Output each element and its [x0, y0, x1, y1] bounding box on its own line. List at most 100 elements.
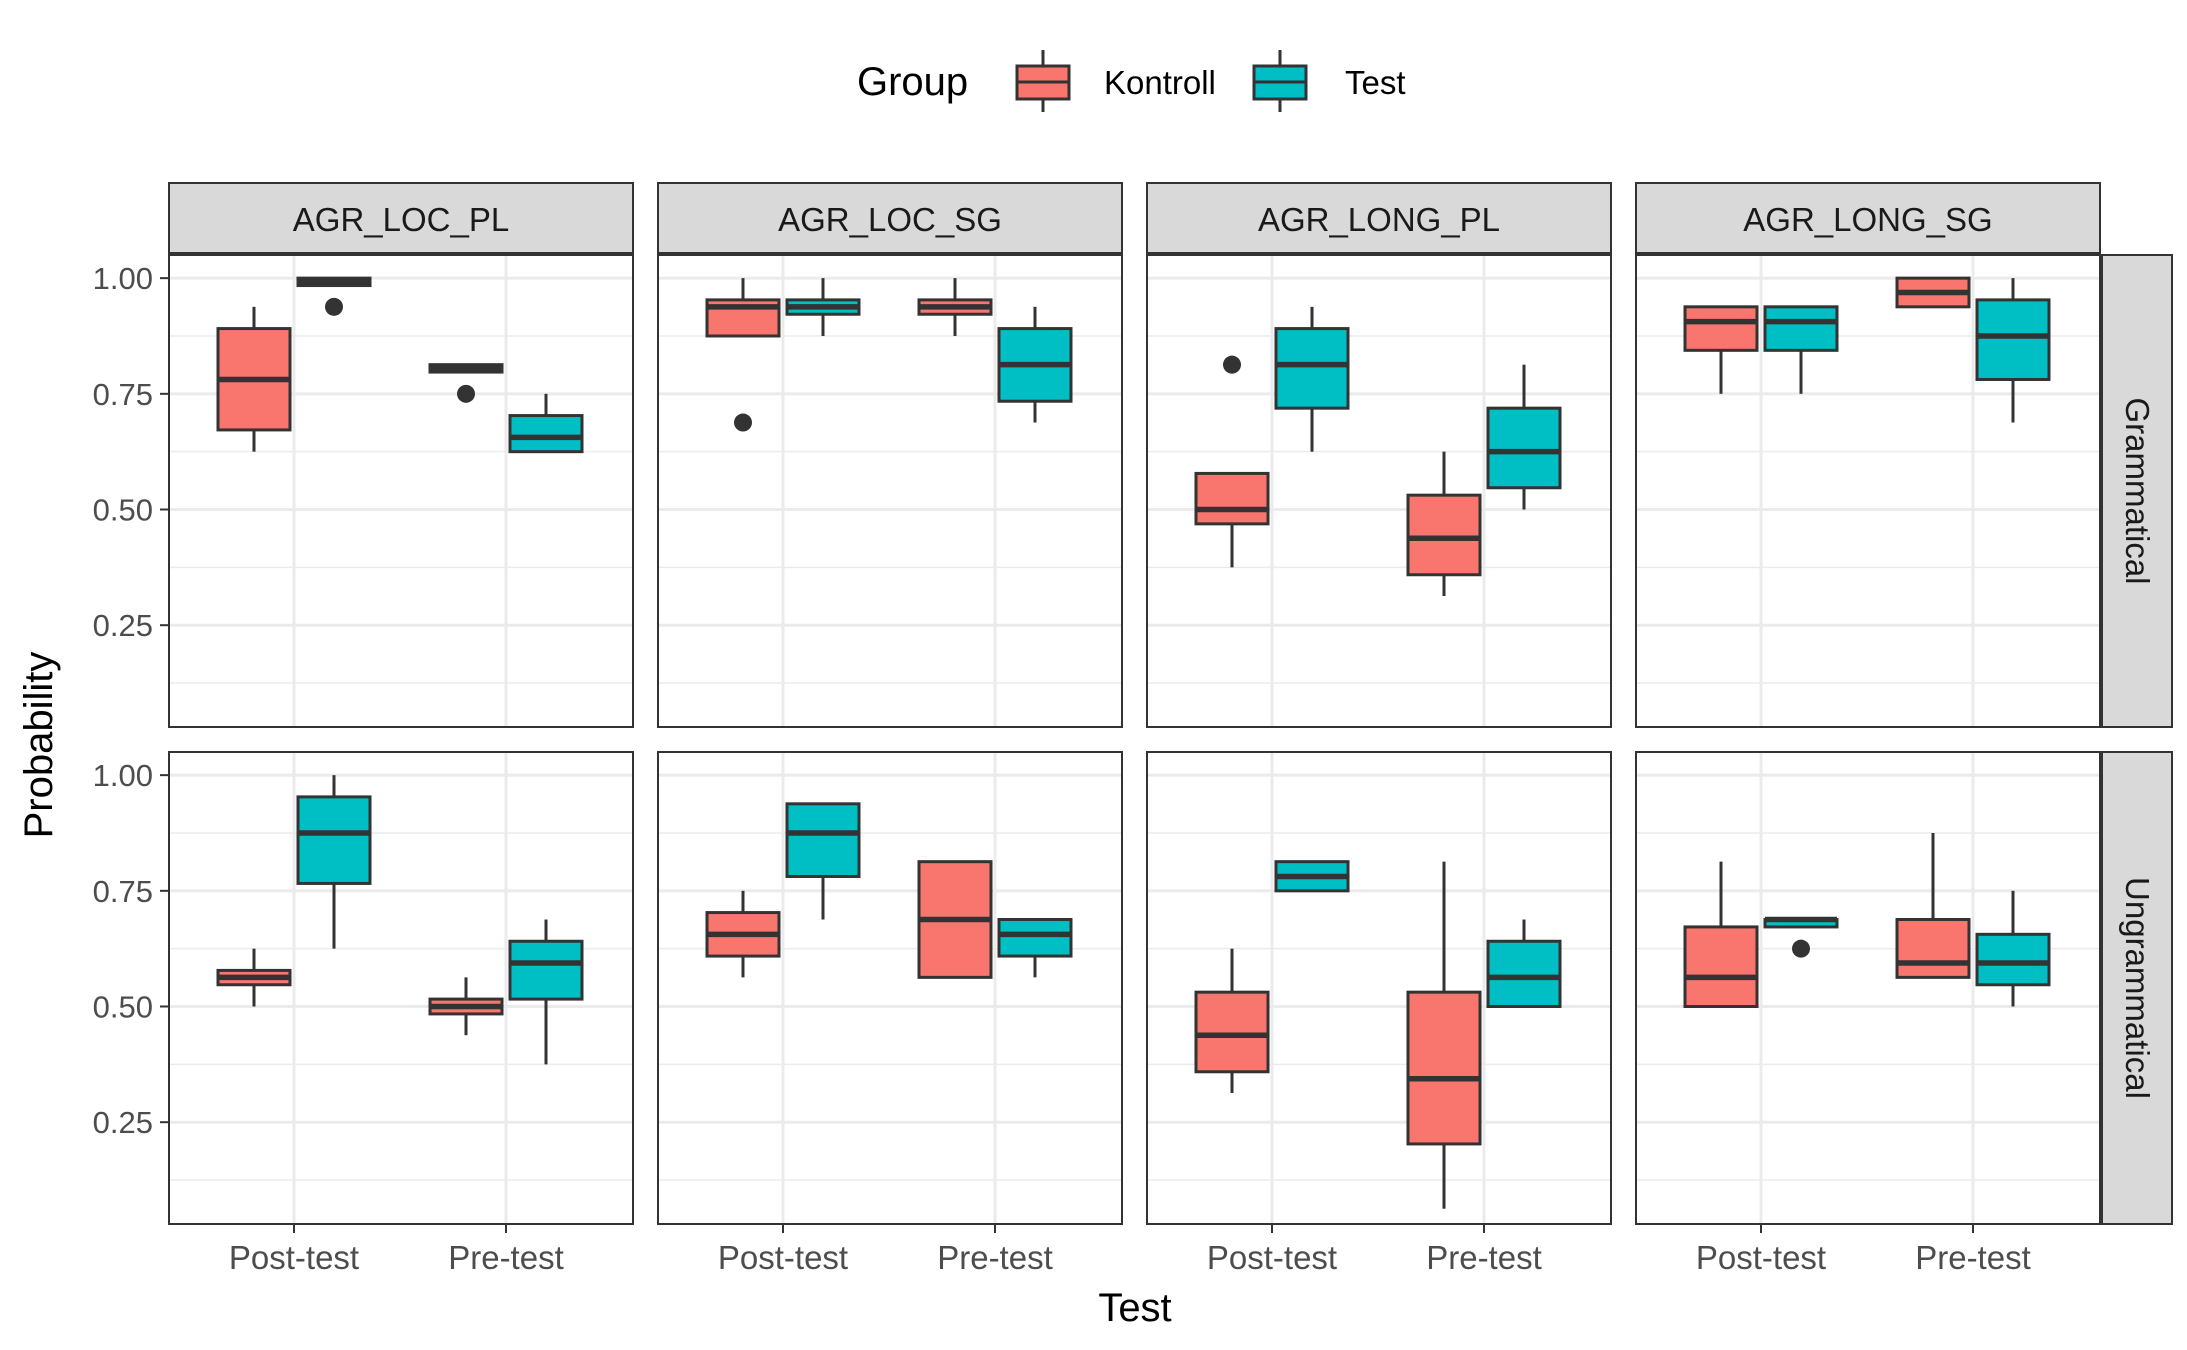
box-iqr	[1274, 327, 1350, 410]
box-iqr	[1975, 932, 2051, 987]
strip-label: AGR_LONG_PL	[1258, 201, 1500, 238]
box-iqr	[508, 414, 584, 454]
legend-label: Test	[1345, 64, 1406, 101]
strip-label: AGR_LONG_SG	[1743, 201, 1992, 238]
box-iqr	[1763, 305, 1839, 352]
x-axes: Post-test Pre-test Post-test Pre-test Post-t…	[229, 1224, 2031, 1276]
panel-agr_loc_sg-grammatical	[657, 254, 1123, 728]
box-iqr	[1975, 298, 2051, 381]
y-tick-label: 1.00	[93, 261, 153, 296]
outlier-point	[734, 413, 752, 432]
y-tick-label: 0.75	[93, 377, 153, 412]
box-post-test-kontroll	[1683, 861, 1759, 1009]
panel-border	[168, 751, 634, 1225]
box-pre-test-kontroll	[428, 363, 504, 403]
box-pre-test-kontroll	[1406, 861, 1482, 1209]
panel-border	[1635, 254, 2101, 728]
x-axis-agr_loc_pl: Post-test Pre-test	[229, 1224, 564, 1276]
x-tick-label: Post-test	[718, 1239, 848, 1276]
box-post-test-test	[785, 278, 861, 336]
y-axis-grammatical: 0.25 0.50 0.75 1.00	[93, 261, 169, 643]
box-post-test-test	[1763, 305, 1839, 394]
strip-agr_long_pl: AGR_LONG_PL	[1146, 182, 1612, 254]
box-pre-test-kontroll	[1895, 832, 1971, 979]
strip-label: AGR_LOC_SG	[778, 201, 1002, 238]
panel-border	[657, 751, 1123, 1225]
strip-background	[1635, 182, 2101, 254]
outlier-point	[325, 297, 343, 316]
panel-border	[1146, 751, 1612, 1225]
box-iqr	[1486, 939, 1562, 1009]
box-iqr	[296, 795, 372, 885]
outlier-point	[457, 384, 475, 403]
box-pre-test-test	[508, 919, 584, 1065]
y-tick-label: 1.00	[93, 758, 153, 793]
box-iqr	[997, 918, 1073, 958]
strip-background	[2101, 751, 2173, 1225]
panels	[168, 254, 2101, 1225]
box-iqr	[1194, 471, 1270, 526]
panel-agr_long_pl-ungrammatical	[1146, 751, 1612, 1225]
box-iqr	[508, 939, 584, 1001]
legend-entry-test: Test	[1252, 50, 1406, 112]
box-pre-test-test	[997, 306, 1073, 423]
box-pre-test-test	[508, 393, 584, 454]
y-axes: 0.25 0.50 0.75 1.00 0.25 0.50 0.75 1.00	[93, 261, 169, 1140]
strip-grammatical: Grammatical	[2101, 254, 2173, 728]
x-tick-label: Post-test	[229, 1239, 359, 1276]
outlier-point	[1792, 939, 1810, 958]
box-pre-test-kontroll	[428, 977, 504, 1036]
box-iqr	[1406, 493, 1482, 577]
panel-agr_long_sg-ungrammatical	[1635, 751, 2101, 1225]
y-axis-ungrammatical: 0.25 0.50 0.75 1.00	[93, 758, 169, 1140]
box-pre-test-kontroll	[917, 278, 993, 336]
x-tick-label: Post-test	[1696, 1239, 1826, 1276]
box-pre-test-test	[1975, 890, 2051, 1007]
x-tick-label: Pre-test	[1915, 1239, 2031, 1276]
box-post-test-kontroll	[1194, 355, 1270, 568]
panel-agr_long_sg-grammatical	[1635, 254, 2101, 728]
panel-border	[1635, 751, 2101, 1225]
strip-agr_loc_sg: AGR_LOC_SG	[657, 182, 1123, 254]
y-tick-label: 0.50	[93, 990, 153, 1025]
legend-title: Group	[857, 60, 968, 104]
box-iqr	[1895, 918, 1971, 979]
box-pre-test-kontroll	[1406, 451, 1482, 597]
panel-border	[168, 254, 634, 728]
panel-background	[658, 752, 1122, 1224]
x-tick-label: Post-test	[1207, 1239, 1337, 1276]
box-post-test-kontroll	[705, 278, 781, 432]
legend-entry-kontroll: Kontroll	[1015, 50, 1216, 112]
box-post-test-kontroll	[705, 890, 781, 978]
box-post-test-test	[296, 775, 372, 949]
outlier-point	[1223, 355, 1241, 374]
box-post-test-kontroll	[1683, 305, 1759, 394]
panel-agr_loc_sg-ungrammatical	[657, 751, 1123, 1225]
panel-border	[657, 254, 1123, 728]
legend-label: Kontroll	[1104, 64, 1216, 101]
panel-agr_long_pl-grammatical	[1146, 254, 1612, 728]
strip-agr_loc_pl: AGR_LOC_PL	[168, 182, 634, 254]
x-axis-agr_long_pl: Post-test Pre-test	[1207, 1224, 1542, 1276]
box-post-test-test	[785, 802, 861, 920]
y-axis-title: Probability	[17, 652, 61, 839]
box-iqr	[1486, 406, 1562, 490]
box-iqr	[1194, 990, 1270, 1074]
box-iqr	[1406, 990, 1482, 1146]
box-pre-test-kontroll	[1895, 276, 1971, 309]
facet-strips: AGR_LOC_PL AGR_LOC_SG AGR_LONG_PL AGR_LONG_…	[168, 182, 2173, 1225]
y-tick-label: 0.25	[93, 608, 153, 643]
x-tick-label: Pre-test	[937, 1239, 1053, 1276]
panel-agr_loc_pl-grammatical	[168, 254, 634, 728]
box-pre-test-test	[997, 918, 1073, 978]
strip-ungrammatical: Ungrammatical	[2101, 751, 2173, 1225]
box-post-test-kontroll	[1194, 948, 1270, 1094]
y-tick-label: 0.25	[93, 1105, 153, 1140]
x-axis-agr_long_sg: Post-test Pre-test	[1696, 1224, 2031, 1276]
strip-background	[657, 182, 1123, 254]
x-axis-title: Test	[1098, 1286, 1171, 1330]
panel-agr_loc_pl-ungrammatical	[168, 751, 634, 1225]
box-post-test-kontroll	[216, 306, 292, 452]
box-pre-test-test	[1486, 364, 1562, 510]
